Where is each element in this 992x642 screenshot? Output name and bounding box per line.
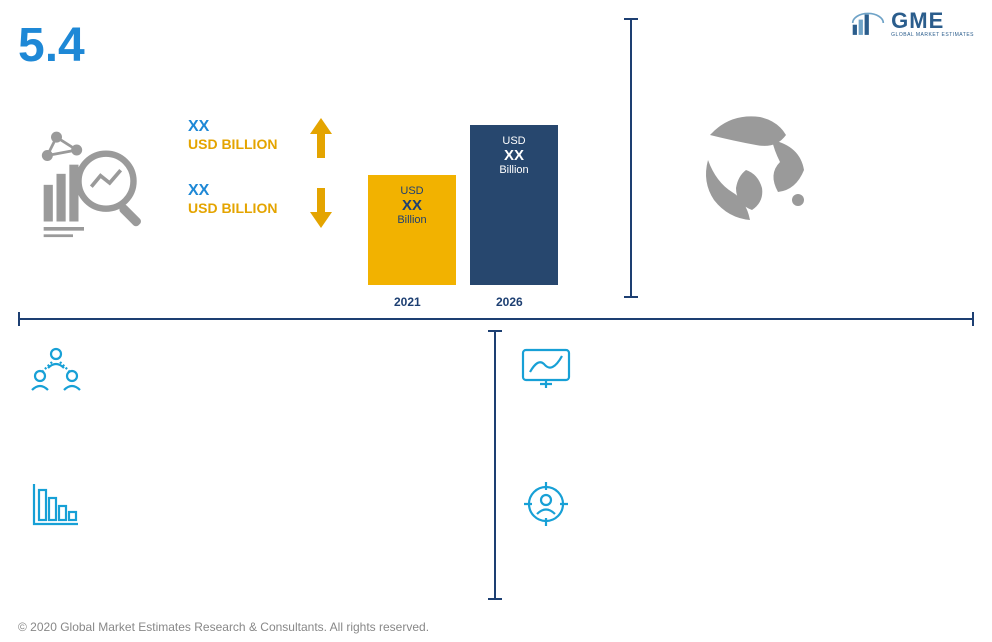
arrow-up-icon <box>310 118 332 158</box>
bar-2021: USD XX Billion <box>368 175 456 285</box>
brand-tagline: GLOBAL MARKET ESTIMATES <box>891 32 974 38</box>
copyright-text: © 2020 Global Market Estimates Research … <box>18 620 429 634</box>
bar-2021-value: XX <box>368 197 456 214</box>
metric-top: XX USD BILLION <box>188 118 277 152</box>
bar-label-2021: 2021 <box>394 295 421 309</box>
bar-label-2026: 2026 <box>496 295 523 309</box>
metric-bottom-xx: XX <box>188 182 277 200</box>
bar-decline-icon <box>30 480 82 528</box>
divider-top-vertical <box>630 18 632 298</box>
arrow-down-icon <box>310 188 332 228</box>
analytics-magnifier-icon <box>40 128 150 238</box>
bar-2021-unit: Billion <box>368 214 456 226</box>
metric-bottom: XX USD BILLION <box>188 182 277 216</box>
metric-bottom-unit: USD BILLION <box>188 200 277 216</box>
metric-column: XX USD BILLION XX USD BILLION <box>188 118 277 246</box>
divider-horizontal <box>18 318 974 320</box>
target-person-icon <box>520 480 572 528</box>
globe-icon <box>680 100 830 250</box>
bar-2026-usd: USD <box>470 135 558 147</box>
bar-2026: USD XX Billion <box>470 125 558 285</box>
quad-top-right <box>520 346 572 394</box>
quad-bottom-right <box>520 480 572 528</box>
bar-2021-usd: USD <box>368 185 456 197</box>
divider-mid-vertical <box>494 330 496 600</box>
monitor-trend-icon <box>520 346 572 394</box>
brand-mark-icon <box>851 9 885 37</box>
brand-logo: GME GLOBAL MARKET ESTIMATES <box>851 8 974 38</box>
headline-number: 5.4 <box>18 18 618 73</box>
bar-2026-unit: Billion <box>470 164 558 176</box>
metric-top-unit: USD BILLION <box>188 136 277 152</box>
people-network-icon <box>30 346 82 394</box>
metric-top-xx: XX <box>188 118 277 136</box>
brand-name: GME <box>891 8 974 34</box>
bar-2026-value: XX <box>470 147 558 164</box>
quad-bottom-left <box>30 480 82 528</box>
bar-chart: USD XX Billion USD XX Billion 2021 2026 <box>358 113 588 313</box>
quad-top-left <box>30 346 82 394</box>
top-panel: 5.4 XX USD BILLION XX USD BILLION <box>18 18 618 298</box>
